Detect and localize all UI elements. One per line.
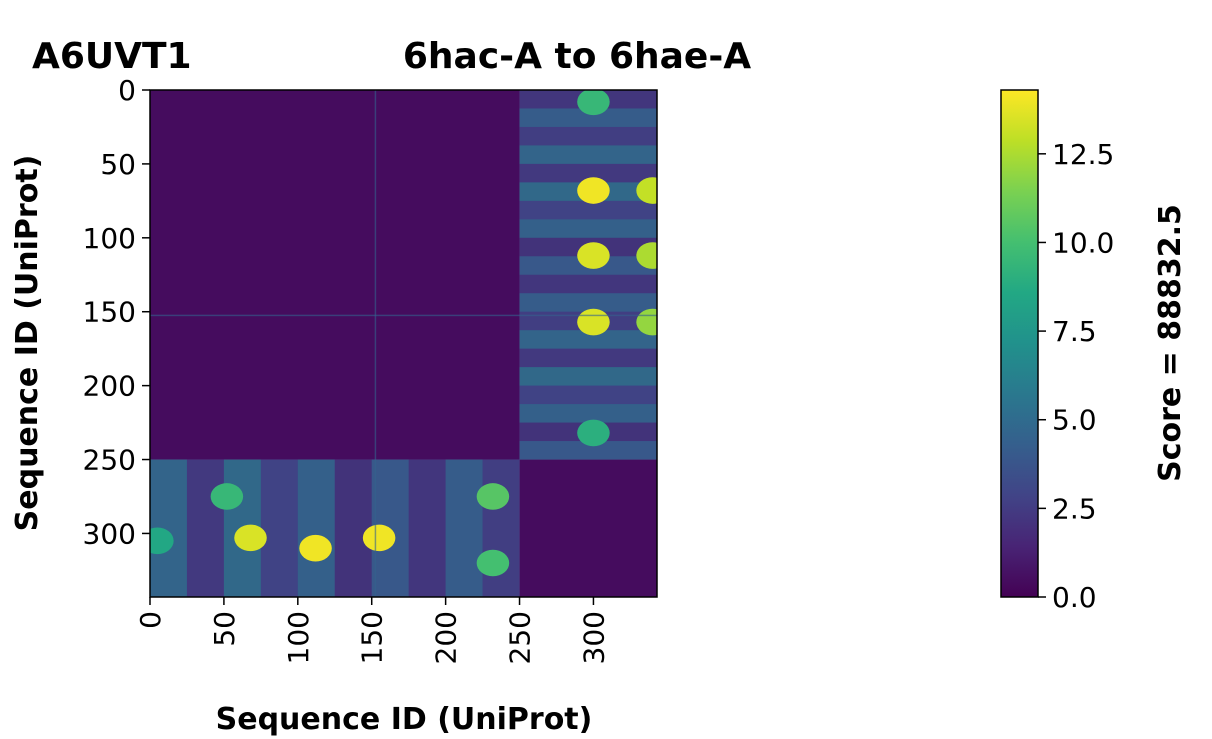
heatmap-band: [519, 367, 657, 386]
heatmap-band: [334, 459, 372, 597]
x-tick-label: 100: [282, 611, 315, 664]
colorbar-tick-label: 2.5: [1052, 492, 1097, 525]
heatmap-band: [482, 459, 520, 597]
y-tick-label: 100: [83, 222, 136, 255]
x-tick-label: 250: [504, 611, 537, 664]
heatmap-band: [519, 330, 657, 349]
heatmap-hotspot: [577, 242, 610, 269]
x-axis-ticks: 0 50 100 150 200 250 300: [134, 597, 610, 664]
heatmap-hotspot: [476, 483, 510, 510]
heatmap-band: [445, 459, 483, 597]
heatmap-frame: [149, 89, 658, 598]
heatmap-band: [260, 459, 298, 597]
colorbar-tick-label: 5.0: [1052, 404, 1097, 437]
heatmap-band: [408, 459, 446, 597]
x-axis-label: Sequence ID (UniProt): [216, 702, 593, 737]
heatmap-cross-vertical: [374, 90, 377, 597]
x-tick-label: 200: [430, 611, 463, 664]
heatmap-band: [519, 385, 657, 405]
heatmap-hotspot: [362, 524, 396, 552]
chart-title-center: 6hac-A to 6hae-A: [403, 36, 751, 77]
y-tick-label: 0: [118, 74, 136, 107]
heatmap-band: [519, 108, 657, 127]
heatmap-block-domain1: [150, 90, 520, 460]
heatmap-block-offdiag-lower: [150, 459, 520, 597]
heatmap-hotspot: [476, 549, 510, 577]
y-axis-ticks: 0 50 100 150 200 250 300: [83, 74, 150, 550]
y-axis-label: Sequence ID (UniProt): [10, 155, 45, 532]
heatmap-hotspot: [636, 308, 657, 336]
chart-title-left: A6UVT1: [32, 36, 192, 77]
heatmap-band: [519, 274, 657, 294]
heatmap-hotspot: [577, 90, 610, 116]
colorbar-label: Score = 88832.5: [1153, 204, 1188, 482]
heatmap-band: [519, 219, 657, 238]
y-tick-label: 250: [83, 444, 136, 477]
colorbar-ticks: 0.0 2.5 5.0 7.5 10.0 12.5: [1038, 138, 1114, 614]
heatmap-band: [519, 404, 657, 423]
colorbar-tick-label: 0.0: [1052, 581, 1097, 614]
heatmap-band: [297, 459, 335, 597]
heatmap-band: [186, 459, 224, 597]
heatmap-band: [519, 126, 657, 146]
heatmap-hotspot: [299, 534, 332, 562]
heatmap-hotspot: [577, 177, 610, 204]
heatmap-band: [519, 163, 657, 183]
heatmap-cross-horizontal: [150, 314, 657, 317]
heatmap-band: [519, 348, 657, 368]
heatmap-hotspot: [636, 177, 657, 204]
heatmap-hotspot: [234, 524, 267, 552]
heatmap-block-domain2: [519, 459, 657, 597]
y-tick-label: 50: [100, 148, 136, 181]
heatmap-band: [519, 145, 657, 164]
x-tick-label: 150: [356, 611, 389, 664]
y-tick-label: 150: [83, 296, 136, 329]
y-tick-label: 200: [83, 370, 136, 403]
y-tick-label: 300: [83, 517, 136, 550]
heatmap-band: [519, 441, 657, 460]
heatmap-hotspot: [150, 527, 174, 555]
heatmap-hotspot: [577, 419, 610, 447]
colorbar-tick-label: 10.0: [1052, 226, 1114, 259]
heatmap-band: [519, 293, 657, 312]
x-tick-label: 50: [208, 611, 241, 647]
heatmap-hotspot: [210, 483, 244, 510]
x-tick-label: 0: [134, 611, 167, 629]
colorbar-tick-label: 7.5: [1052, 315, 1097, 348]
colorbar: [1000, 89, 1039, 598]
heatmap-block-offdiag-upper: [519, 90, 657, 460]
heatmap-hotspot: [636, 242, 657, 269]
x-tick-label: 300: [577, 611, 610, 664]
colorbar-tick-label: 12.5: [1052, 138, 1114, 171]
heatmap-plot-area: [150, 90, 657, 597]
heatmap-hotspot: [577, 308, 610, 336]
heatmap-band: [519, 200, 657, 220]
